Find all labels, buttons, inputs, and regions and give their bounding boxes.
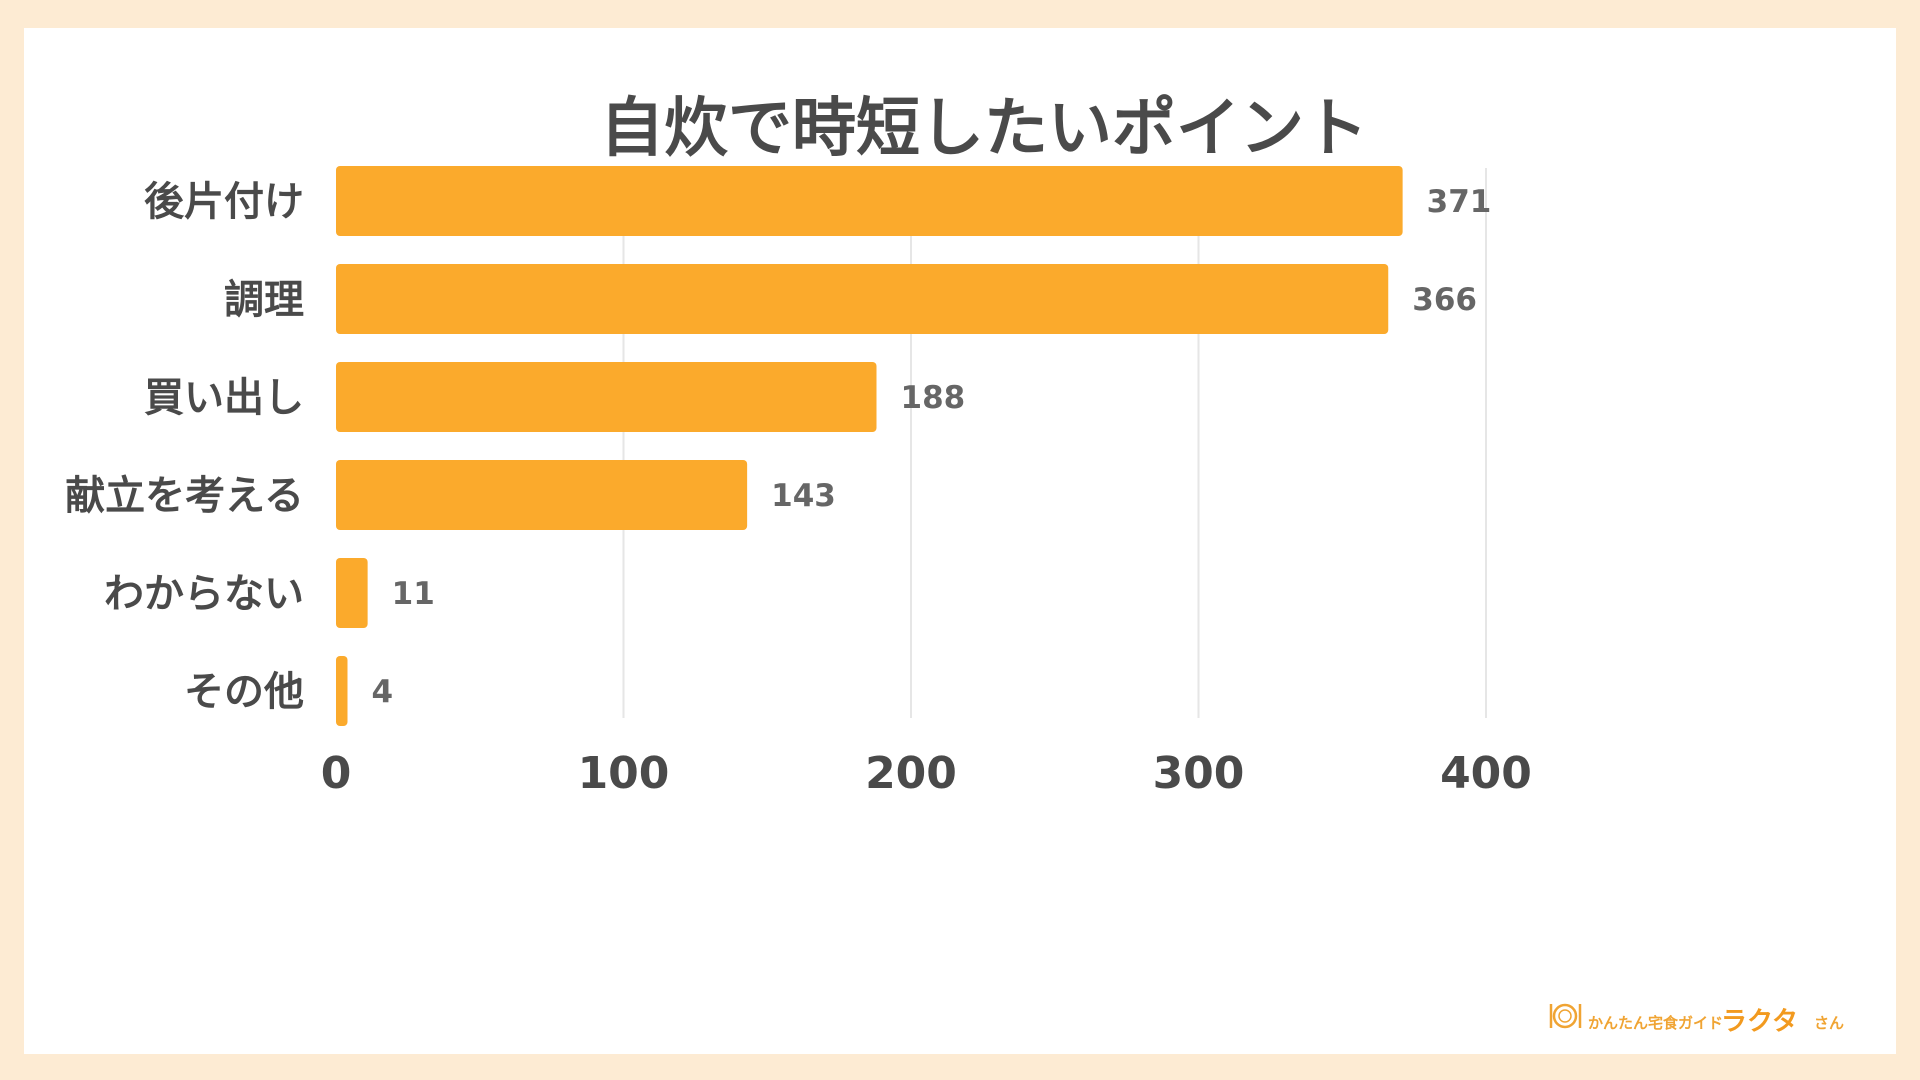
x-axis-ticks: 0 100 200 300 400: [321, 748, 1532, 799]
value-label: 11: [392, 576, 435, 612]
bars: [336, 166, 1403, 726]
brand-logo: かんたん宅食ガイド ラクタ さん: [1549, 1003, 1844, 1037]
bar: [336, 460, 748, 530]
x-tick-label: 0: [321, 748, 352, 799]
chart-title: 自炊で時短したいポイント: [600, 92, 1368, 166]
bar: [336, 264, 1389, 334]
category-label: わからない: [104, 571, 304, 617]
value-label: 188: [901, 380, 966, 416]
value-label: 4: [372, 674, 394, 710]
logo-tagline: かんたん宅食ガイド: [1588, 1014, 1723, 1032]
x-tick-label: 300: [1153, 748, 1245, 799]
x-tick-label: 100: [578, 748, 670, 799]
logo-suffix: さん: [1814, 1014, 1844, 1032]
value-label: 371: [1427, 184, 1492, 220]
bar: [336, 362, 877, 432]
chart-panel: 自炊で時短したいポイント 後片付け調理買い出し献立を考えるわからないその他 37…: [24, 28, 1896, 1054]
category-label: 買い出し: [144, 375, 304, 421]
value-label: 143: [771, 478, 836, 514]
bar: [336, 558, 368, 628]
x-tick-label: 400: [1440, 748, 1532, 799]
value-labels: 371 366 188 143 11 4: [372, 184, 1492, 710]
category-label: 献立を考える: [65, 473, 304, 519]
category-label: 調理: [224, 277, 304, 323]
logo-name: ラクタ: [1721, 1007, 1798, 1037]
plate-fork-knife-icon: [1549, 1003, 1582, 1029]
gridlines: [622, 168, 1487, 718]
bar: [336, 166, 1403, 236]
value-label: 366: [1412, 282, 1477, 318]
bar: [336, 656, 348, 726]
x-tick-label: 200: [865, 748, 957, 799]
category-label: その他: [184, 669, 304, 715]
category-label: 後片付け: [144, 179, 304, 225]
